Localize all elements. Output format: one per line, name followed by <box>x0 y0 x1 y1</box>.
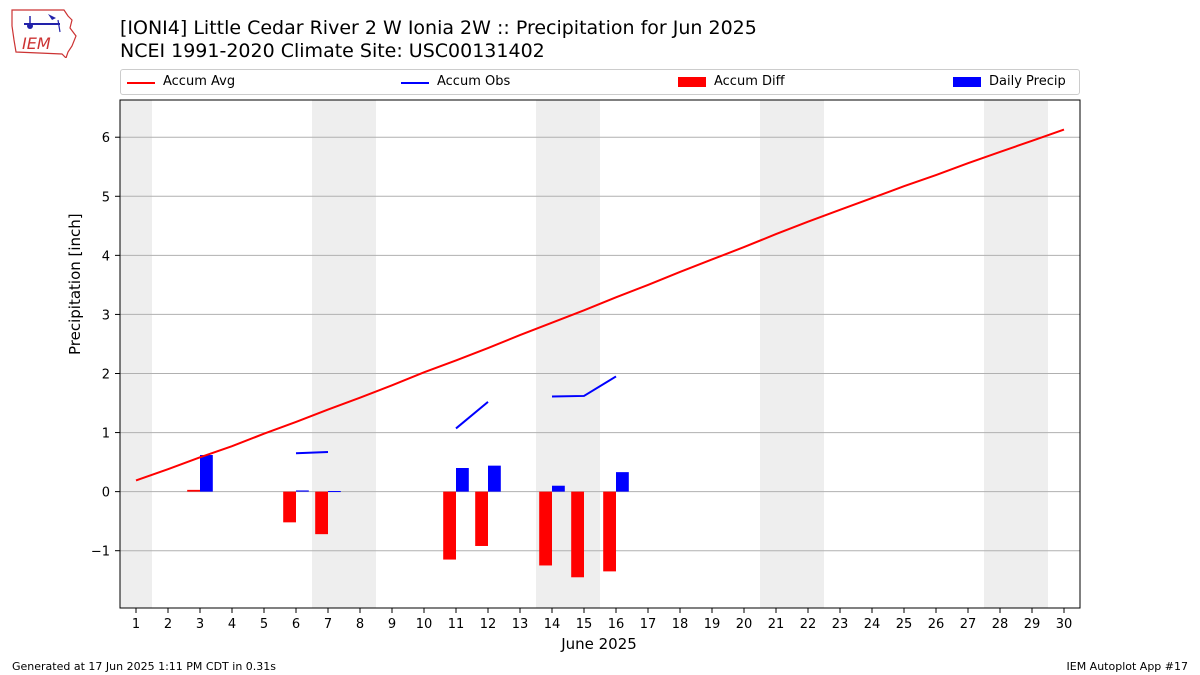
x-tick-label: 2 <box>164 617 172 632</box>
x-tick-label: 12 <box>480 617 497 632</box>
x-tick-label: 14 <box>544 617 561 632</box>
daily-precip-bar <box>200 455 213 492</box>
legend-label-accum-obs: Accum Obs <box>437 74 511 89</box>
x-tick-label: 17 <box>640 617 657 632</box>
accum-obs-line <box>295 451 329 455</box>
daily-precip-bar <box>552 485 565 492</box>
accum-diff-bar <box>603 491 616 572</box>
x-tick-label: 28 <box>992 617 1009 632</box>
y-tick-label: 4 <box>102 249 110 264</box>
chart-subtitle: NCEI 1991-2020 Climate Site: USC00131402 <box>120 40 545 62</box>
accum-diff-bar <box>283 491 296 523</box>
legend-label-accum-avg: Accum Avg <box>163 74 236 89</box>
y-tick-label: 5 <box>102 190 110 205</box>
y-tick-label: 1 <box>102 427 110 442</box>
x-tick-label: 3 <box>196 617 204 632</box>
x-tick-label: 15 <box>576 617 593 632</box>
y-tick-label: 0 <box>102 486 110 501</box>
y-axis-label: Precipitation [inch] <box>66 213 84 355</box>
x-tick-label: 23 <box>832 617 849 632</box>
accum-diff-bar <box>571 491 584 578</box>
weekend-band <box>760 100 824 608</box>
y-tick-label: 2 <box>102 367 110 382</box>
x-tick-label: 27 <box>960 617 977 632</box>
x-tick-label: 18 <box>672 617 689 632</box>
x-tick-label: 24 <box>864 617 881 632</box>
accum-avg-line <box>135 128 1065 482</box>
accum-diff-bar <box>475 491 488 546</box>
svg-text:IEM: IEM <box>22 34 51 53</box>
footer-generated: Generated at 17 Jun 2025 1:11 PM CDT in … <box>12 660 277 673</box>
daily-precip-bar <box>456 468 469 492</box>
x-tick-label: 30 <box>1056 617 1073 632</box>
x-tick-label: 13 <box>512 617 529 632</box>
footer-app: IEM Autoplot App #17 <box>1066 660 1189 673</box>
weekend-band <box>120 100 152 608</box>
x-tick-label: 9 <box>388 617 396 632</box>
chart-title: [IONI4] Little Cedar River 2 W Ionia 2W … <box>120 17 757 39</box>
daily-precip-bar <box>296 490 309 492</box>
daily-precip-bar <box>328 491 341 493</box>
legend-label-accum-diff: Accum Diff <box>714 74 785 89</box>
y-tick-label: −1 <box>91 545 110 560</box>
accum-diff-bar <box>187 489 200 492</box>
x-tick-label: 19 <box>704 617 721 632</box>
y-tick-label: 3 <box>102 308 110 323</box>
weekend-band <box>984 100 1048 608</box>
chart-legend: Accum Avg Accum Obs Accum Diff Daily Pre… <box>120 69 1080 95</box>
legend-label-daily-precip: Daily Precip <box>989 74 1066 89</box>
accum-diff-bar <box>539 491 552 566</box>
iem-logo: IEM <box>11 9 77 58</box>
x-tick-label: 7 <box>324 617 332 632</box>
x-tick-label: 20 <box>736 617 753 632</box>
x-tick-label: 29 <box>1024 617 1041 632</box>
x-tick-label: 11 <box>448 617 465 632</box>
x-tick-label: 6 <box>292 617 300 632</box>
accum-diff-bar <box>315 491 328 535</box>
x-tick-label: 16 <box>608 617 625 632</box>
accum-diff-bar <box>443 491 456 560</box>
x-tick-label: 25 <box>896 617 913 632</box>
daily-precip-bar <box>616 472 629 492</box>
accum-obs-line <box>551 375 617 398</box>
plot-frame <box>119 99 1081 609</box>
accum-obs-line <box>455 401 489 430</box>
x-tick-label: 1 <box>132 617 140 632</box>
x-tick-label: 5 <box>260 617 268 632</box>
daily-precip-bar <box>488 465 501 492</box>
x-tick-label: 26 <box>928 617 945 632</box>
x-axis-label: June 2025 <box>561 635 637 653</box>
x-tick-label: 21 <box>768 617 785 632</box>
x-tick-label: 8 <box>356 617 364 632</box>
x-tick-label: 10 <box>416 617 433 632</box>
x-tick-label: 4 <box>228 617 236 632</box>
y-tick-label: 6 <box>102 131 110 146</box>
x-tick-label: 22 <box>800 617 817 632</box>
